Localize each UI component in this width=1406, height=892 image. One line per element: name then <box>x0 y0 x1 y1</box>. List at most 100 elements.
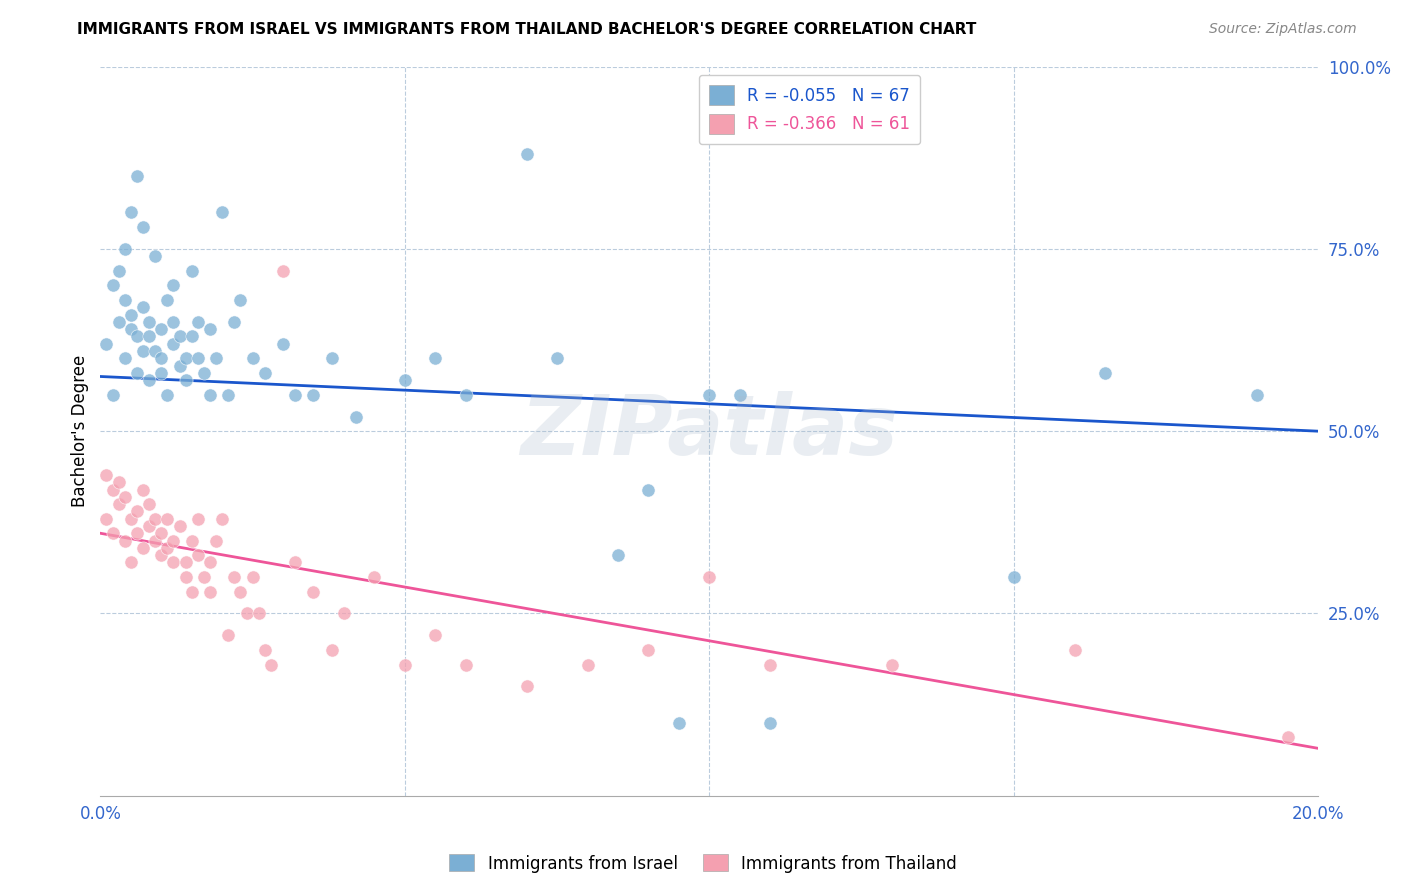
Point <box>143 533 166 548</box>
Point <box>198 556 221 570</box>
Point <box>138 315 160 329</box>
Point <box>637 483 659 497</box>
Point <box>120 556 142 570</box>
Point <box>1094 366 1116 380</box>
Point <box>174 556 197 570</box>
Point <box>107 315 129 329</box>
Point <box>125 366 148 380</box>
Point <box>637 643 659 657</box>
Point <box>120 308 142 322</box>
Point <box>284 388 307 402</box>
Point <box>174 351 197 366</box>
Point <box>247 607 270 621</box>
Point <box>114 293 136 307</box>
Point <box>107 497 129 511</box>
Point <box>205 351 228 366</box>
Point <box>253 643 276 657</box>
Point <box>107 475 129 490</box>
Point <box>138 497 160 511</box>
Point <box>229 293 252 307</box>
Point <box>150 366 173 380</box>
Point <box>1002 570 1025 584</box>
Point <box>180 329 202 343</box>
Point <box>180 533 202 548</box>
Point <box>242 351 264 366</box>
Legend: R = -0.055   N = 67, R = -0.366   N = 61: R = -0.055 N = 67, R = -0.366 N = 61 <box>699 75 920 144</box>
Point <box>120 511 142 525</box>
Point <box>132 541 155 555</box>
Point <box>101 388 124 402</box>
Point <box>143 343 166 358</box>
Point <box>193 570 215 584</box>
Point <box>198 322 221 336</box>
Point <box>101 526 124 541</box>
Point <box>162 315 184 329</box>
Point <box>759 657 782 672</box>
Point <box>363 570 385 584</box>
Point <box>114 533 136 548</box>
Point <box>187 548 209 562</box>
Point <box>607 548 630 562</box>
Point <box>205 533 228 548</box>
Point <box>143 511 166 525</box>
Point <box>333 607 356 621</box>
Point <box>728 388 751 402</box>
Point <box>125 329 148 343</box>
Point <box>180 584 202 599</box>
Point <box>198 584 221 599</box>
Point <box>162 336 184 351</box>
Point <box>132 220 155 235</box>
Point <box>321 351 343 366</box>
Point <box>217 388 239 402</box>
Point <box>187 351 209 366</box>
Point <box>150 548 173 562</box>
Point <box>96 336 118 351</box>
Point <box>271 264 294 278</box>
Point <box>101 278 124 293</box>
Text: ZIPatlas: ZIPatlas <box>520 391 898 472</box>
Point <box>697 570 720 584</box>
Point <box>302 584 325 599</box>
Point <box>96 511 118 525</box>
Point <box>162 556 184 570</box>
Point <box>253 366 276 380</box>
Point <box>187 511 209 525</box>
Point <box>211 205 233 219</box>
Point <box>697 388 720 402</box>
Point <box>344 409 367 424</box>
Point <box>156 388 179 402</box>
Point <box>1246 388 1268 402</box>
Point <box>120 205 142 219</box>
Point <box>759 715 782 730</box>
Point <box>138 329 160 343</box>
Point <box>224 570 246 584</box>
Point <box>138 519 160 533</box>
Point <box>242 570 264 584</box>
Point <box>880 657 903 672</box>
Point <box>394 657 416 672</box>
Point <box>96 467 118 482</box>
Point <box>217 628 239 642</box>
Point <box>284 556 307 570</box>
Point <box>169 329 191 343</box>
Point <box>132 483 155 497</box>
Point <box>187 315 209 329</box>
Point <box>169 519 191 533</box>
Y-axis label: Bachelor's Degree: Bachelor's Degree <box>72 355 89 508</box>
Point <box>174 570 197 584</box>
Point <box>668 715 690 730</box>
Point <box>425 351 447 366</box>
Point <box>162 278 184 293</box>
Point <box>120 322 142 336</box>
Point <box>180 264 202 278</box>
Point <box>224 315 246 329</box>
Point <box>138 373 160 387</box>
Point <box>260 657 283 672</box>
Point <box>114 351 136 366</box>
Point <box>321 643 343 657</box>
Point <box>193 366 215 380</box>
Point <box>156 541 179 555</box>
Point <box>211 511 233 525</box>
Point <box>143 249 166 263</box>
Point <box>198 388 221 402</box>
